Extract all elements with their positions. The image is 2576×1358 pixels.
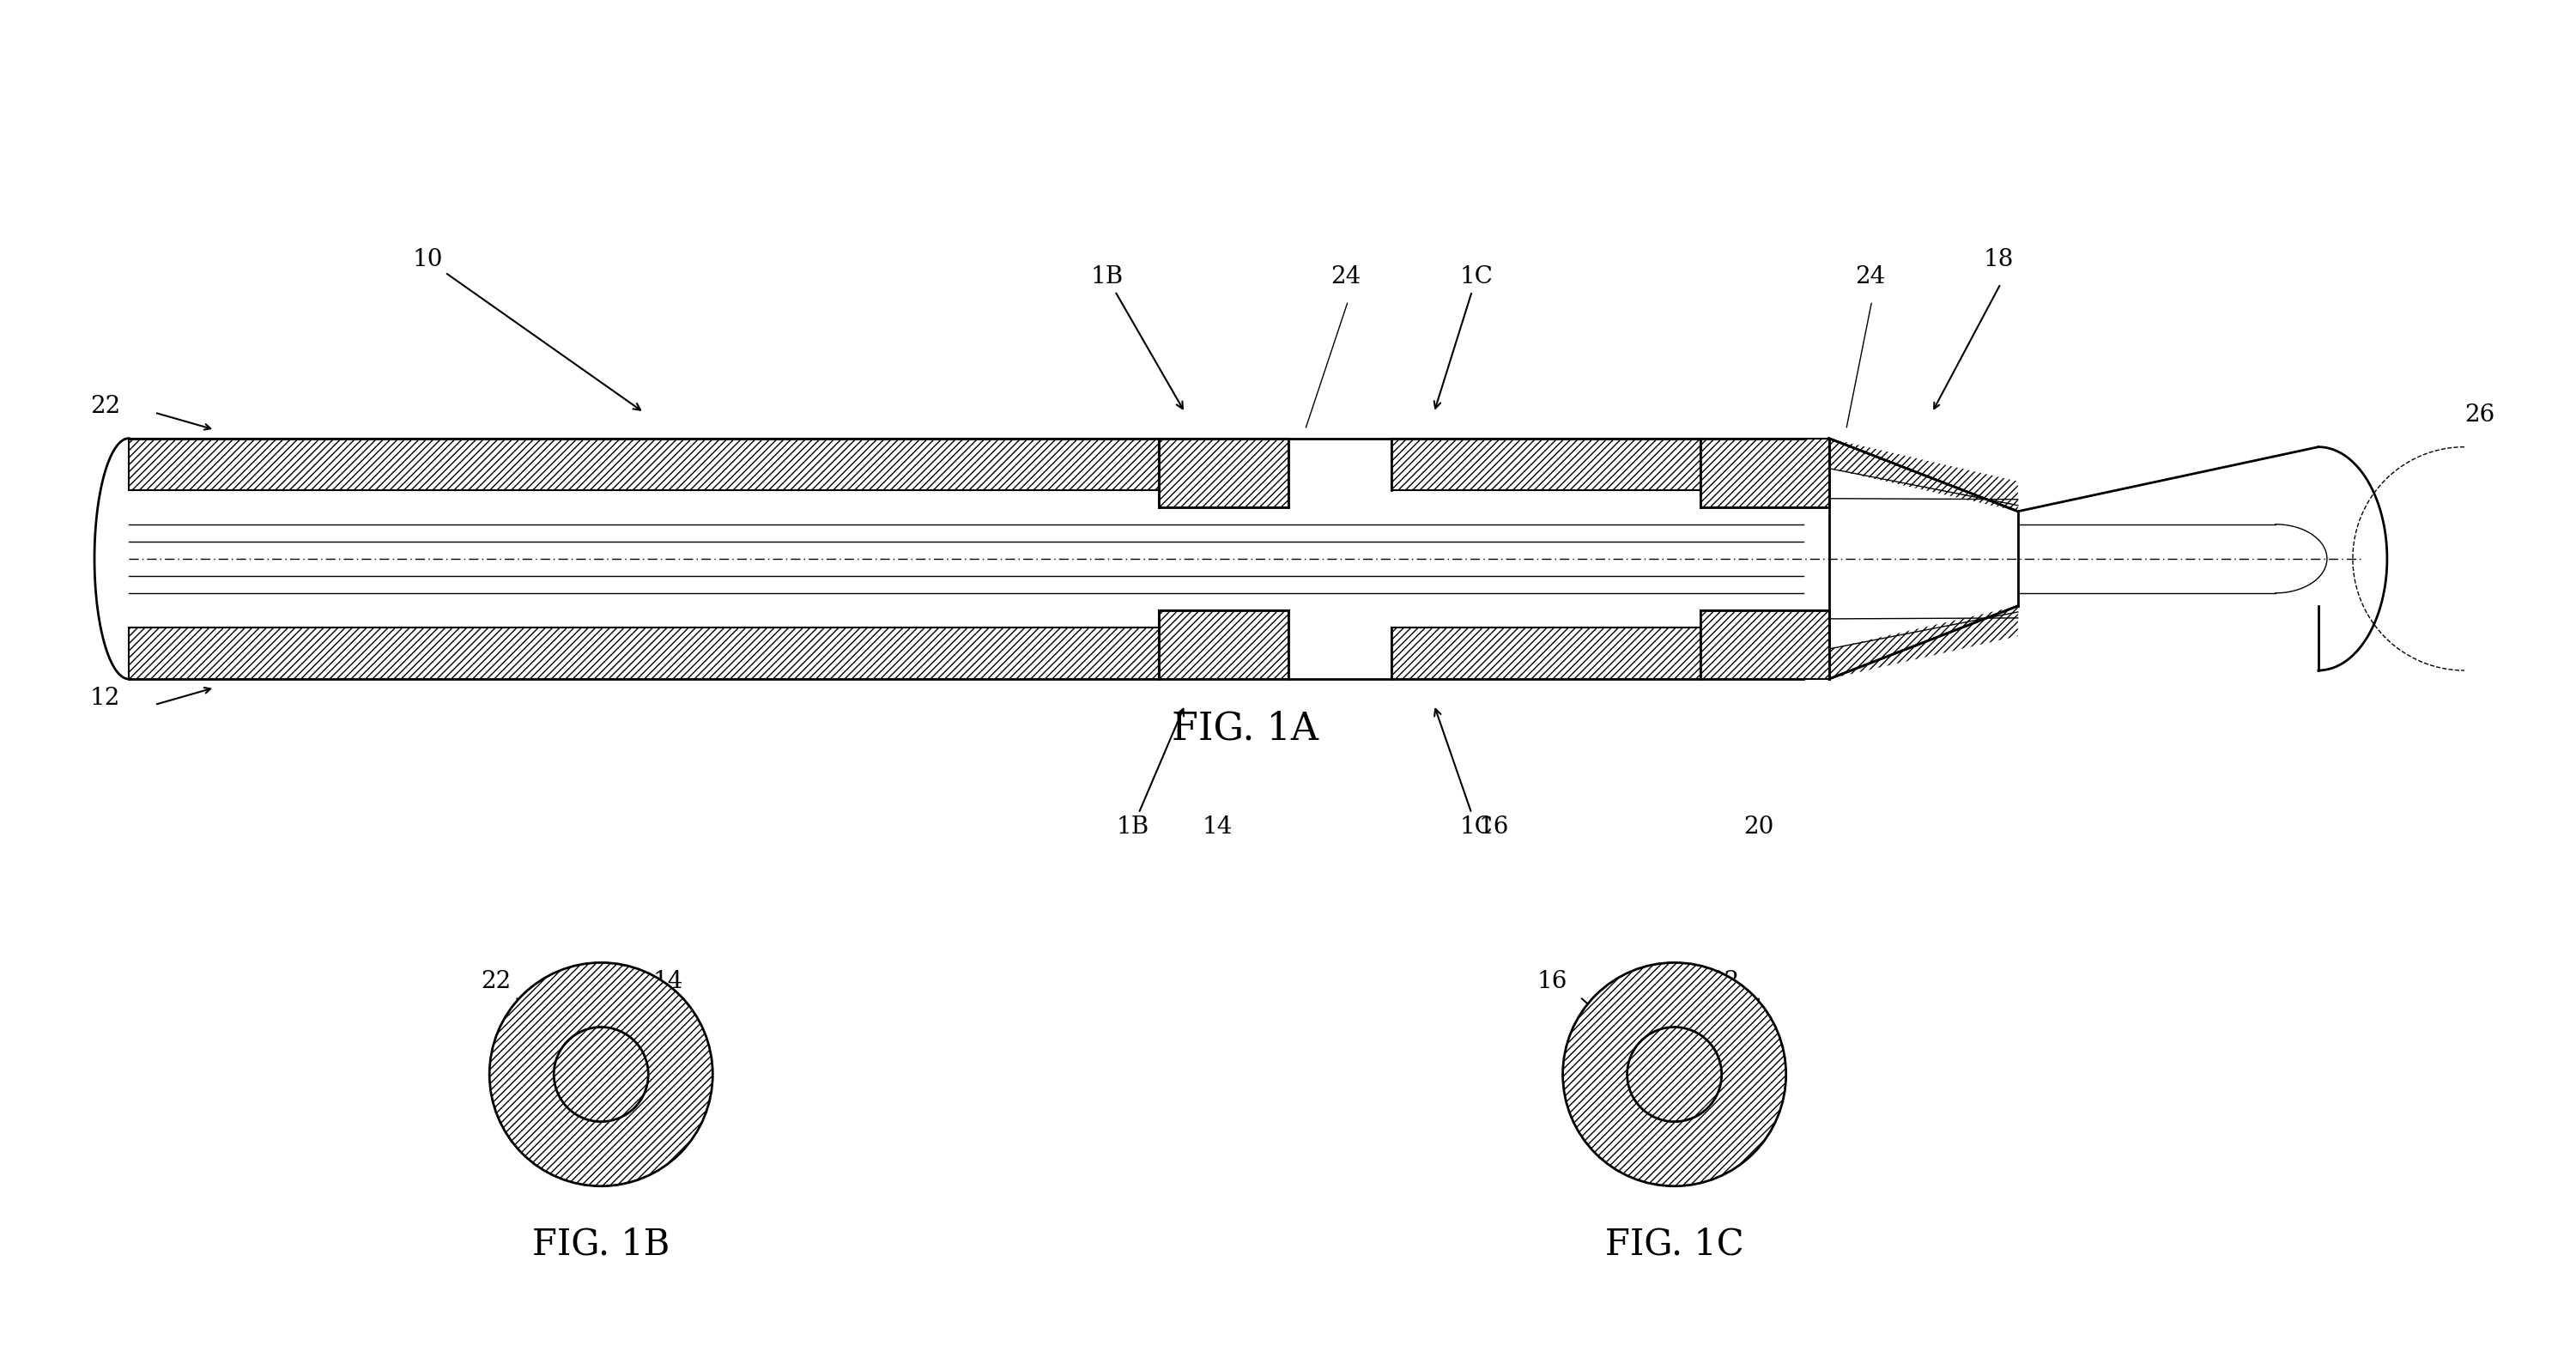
Text: 14: 14 — [1203, 816, 1231, 839]
Text: 1B: 1B — [1090, 266, 1182, 409]
Text: 16: 16 — [1538, 971, 1566, 994]
Polygon shape — [1829, 439, 2017, 512]
Bar — [129, 524, 1159, 593]
Bar — [1391, 524, 1700, 593]
Circle shape — [1628, 1027, 1721, 1122]
Text: 22: 22 — [90, 395, 121, 418]
Bar — [1391, 627, 1700, 679]
Text: 1C: 1C — [1435, 266, 1494, 409]
Bar — [1159, 610, 1288, 679]
Circle shape — [554, 1027, 649, 1122]
Text: 1C: 1C — [1435, 709, 1494, 839]
Bar — [1159, 439, 1288, 507]
Text: 20: 20 — [1744, 816, 1772, 839]
Text: 18: 18 — [1984, 249, 2014, 272]
Text: 22: 22 — [1708, 971, 1739, 994]
Polygon shape — [1829, 606, 2017, 679]
Text: 10: 10 — [412, 249, 641, 410]
Bar — [1700, 610, 1829, 679]
Text: 16: 16 — [1479, 816, 1510, 839]
Bar — [129, 439, 1159, 490]
Bar — [1700, 439, 1829, 507]
Text: FIG. 1B: FIG. 1B — [533, 1226, 670, 1263]
Text: 24: 24 — [1855, 266, 1886, 289]
Circle shape — [489, 963, 714, 1186]
Text: 14: 14 — [652, 971, 683, 994]
Text: 12: 12 — [90, 687, 121, 710]
Text: 26: 26 — [2465, 403, 2494, 426]
Bar — [129, 627, 1159, 679]
Text: 22: 22 — [482, 971, 510, 994]
Text: FIG. 1C: FIG. 1C — [1605, 1226, 1744, 1263]
Text: 24: 24 — [1332, 266, 1360, 289]
Bar — [1391, 439, 1700, 490]
Circle shape — [1564, 963, 1785, 1186]
Text: FIG. 1A: FIG. 1A — [1172, 710, 1319, 747]
Text: 1B: 1B — [1115, 709, 1185, 839]
Bar — [1159, 524, 1288, 593]
